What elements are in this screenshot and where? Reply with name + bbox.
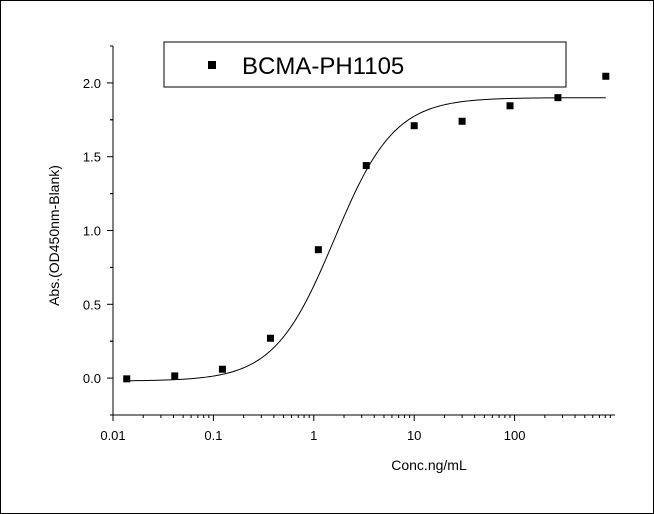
data-point [362, 162, 370, 170]
x-tick-label: 100 [504, 428, 526, 443]
data-point [314, 246, 322, 254]
data-point [602, 72, 610, 80]
data-point [554, 94, 562, 102]
y-tick-label: 1.5 [83, 150, 101, 165]
y-tick-label: 2.0 [83, 76, 101, 91]
data-point [266, 334, 274, 342]
legend: BCMA-PH1105 [163, 41, 567, 88]
y-tick-label: 1.0 [83, 224, 101, 239]
axes [112, 46, 615, 416]
legend-label: BCMA-PH1105 [242, 53, 404, 80]
x-tick-label: 0.1 [204, 428, 222, 443]
fit-curve [126, 97, 606, 382]
data-point [123, 375, 131, 383]
y-axis-title: Abs.(OD450nm-Blank) [46, 165, 62, 306]
y-ticks: 0.0 0.5 1.0 1.5 2.0 [83, 76, 113, 386]
data-point [218, 365, 226, 373]
legend-marker [208, 61, 216, 69]
legend-box [163, 41, 567, 88]
y-tick-label: 0.0 [83, 371, 101, 386]
data-point [171, 372, 179, 380]
data-point [458, 117, 466, 125]
y-tick-label: 0.5 [83, 297, 101, 312]
x-ticks: 0.01 0.1 1 10 100 [100, 415, 525, 443]
minor-ticks [110, 45, 611, 418]
x-tick-label: 0.01 [100, 428, 125, 443]
x-tick-label: 10 [407, 428, 421, 443]
data-point [410, 122, 418, 130]
data-points [123, 72, 610, 383]
x-axis-title: Conc.ng/mL [391, 457, 467, 473]
data-point [506, 102, 514, 110]
x-tick-label: 1 [310, 428, 317, 443]
